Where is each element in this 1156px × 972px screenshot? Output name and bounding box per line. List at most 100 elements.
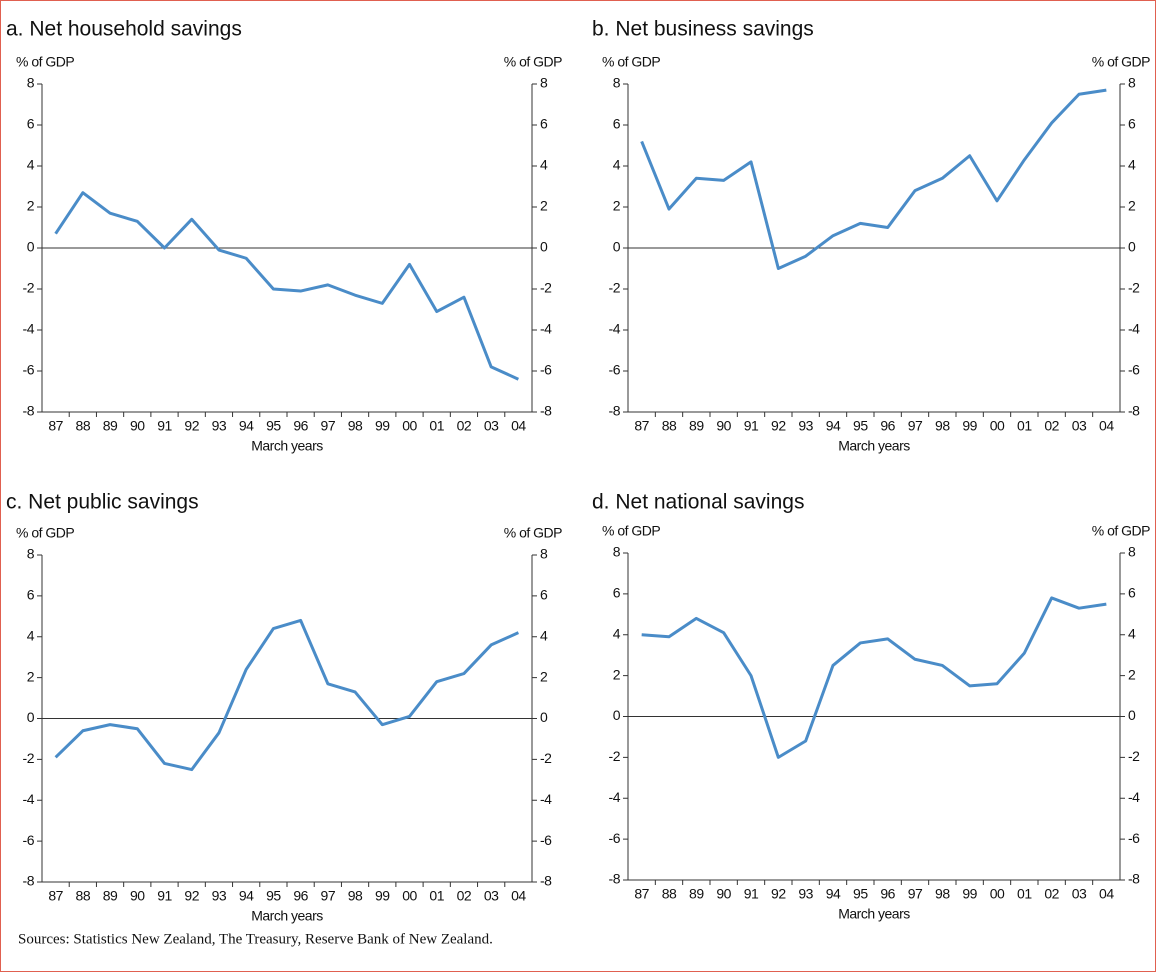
- y-tick-label: 0: [27, 239, 35, 255]
- x-tick-label: 00: [990, 886, 1005, 902]
- y-tick-label: -2: [609, 748, 621, 764]
- x-tick-label: 96: [293, 418, 308, 434]
- x-tick-label: 00: [402, 888, 417, 904]
- x-tick-label: 03: [484, 418, 499, 434]
- y2-tick-label: 8: [540, 546, 548, 562]
- y-tick-label: 8: [613, 544, 621, 560]
- y2-tick-label: -6: [540, 362, 552, 378]
- y2-tick-label: 6: [540, 116, 548, 132]
- x-tick-label: 03: [484, 888, 499, 904]
- x-tick-label: 99: [375, 418, 390, 434]
- y2-tick-label: 4: [1128, 157, 1136, 173]
- y2-axis-label: % of GDP: [1092, 54, 1150, 70]
- chart-title: d. Net national savings: [592, 491, 804, 514]
- x-tick-label: 04: [511, 418, 526, 434]
- y-tick-label: -8: [23, 873, 35, 889]
- x-tick-label: 01: [1017, 886, 1032, 902]
- x-tick-label: 90: [130, 888, 145, 904]
- y-tick-label: -6: [609, 362, 621, 378]
- chart-title: c. Net public savings: [6, 491, 199, 514]
- y2-tick-label: -2: [540, 280, 552, 296]
- y-tick-label: 8: [613, 75, 621, 91]
- x-tick-label: 93: [212, 888, 227, 904]
- x-tick-label: 99: [375, 888, 390, 904]
- y-tick-label: -8: [23, 403, 35, 419]
- x-tick-label: 89: [689, 418, 704, 434]
- y-tick-label: 4: [27, 157, 35, 173]
- x-tick-label: 02: [457, 418, 472, 434]
- x-tick-label: 94: [826, 418, 841, 434]
- x-tick-label: 00: [402, 418, 417, 434]
- x-tick-label: 04: [1099, 418, 1114, 434]
- x-tick-label: 01: [429, 418, 444, 434]
- y-tick-label: -4: [609, 321, 621, 337]
- x-tick-label: 95: [266, 418, 281, 434]
- y-tick-label: 0: [613, 707, 621, 723]
- y-tick-label: 4: [27, 627, 35, 643]
- y2-tick-label: 4: [1128, 625, 1136, 641]
- x-axis-label: March years: [838, 906, 910, 922]
- x-tick-label: 89: [103, 418, 118, 434]
- x-tick-label: 03: [1072, 418, 1087, 434]
- y2-tick-label: 2: [540, 198, 548, 214]
- y2-axis-label: % of GDP: [1092, 523, 1150, 539]
- y2-tick-label: -2: [1128, 748, 1140, 764]
- y2-tick-label: 2: [1128, 666, 1136, 682]
- x-tick-label: 00: [990, 418, 1005, 434]
- y2-tick-label: -2: [1128, 280, 1140, 296]
- x-tick-label: 93: [798, 418, 813, 434]
- y-tick-label: 6: [613, 116, 621, 132]
- x-tick-label: 91: [157, 418, 172, 434]
- y-tick-label: 8: [27, 546, 35, 562]
- x-tick-label: 94: [239, 418, 254, 434]
- x-tick-label: 88: [76, 888, 91, 904]
- y2-tick-label: 4: [540, 627, 548, 643]
- x-tick-label: 99: [962, 886, 977, 902]
- x-tick-label: 96: [293, 888, 308, 904]
- x-tick-label: 94: [239, 888, 254, 904]
- y2-tick-label: -8: [540, 873, 552, 889]
- x-tick-label: 96: [880, 418, 895, 434]
- x-tick-label: 01: [429, 888, 444, 904]
- x-tick-label: 95: [266, 888, 281, 904]
- y2-tick-label: -6: [1128, 362, 1140, 378]
- y-tick-label: -8: [609, 871, 621, 887]
- y2-tick-label: 0: [1128, 707, 1136, 723]
- x-tick-label: 03: [1072, 886, 1087, 902]
- y-axis-label: % of GDP: [602, 523, 660, 539]
- x-tick-label: 93: [798, 886, 813, 902]
- x-tick-label: 88: [76, 418, 91, 434]
- y2-tick-label: 8: [1128, 75, 1136, 91]
- x-tick-label: 91: [157, 888, 172, 904]
- y-tick-label: -2: [23, 750, 35, 766]
- x-tick-label: 94: [826, 886, 841, 902]
- y2-axis-label: % of GDP: [504, 525, 562, 541]
- y-tick-label: -4: [23, 791, 35, 807]
- y2-tick-label: 0: [540, 239, 548, 255]
- x-tick-label: 87: [48, 888, 63, 904]
- y2-tick-label: -6: [540, 832, 552, 848]
- x-tick-label: 98: [935, 418, 950, 434]
- y2-tick-label: 8: [540, 75, 548, 91]
- x-tick-label: 92: [771, 886, 786, 902]
- y2-axis-label: % of GDP: [504, 54, 562, 70]
- x-tick-label: 89: [689, 886, 704, 902]
- y-tick-label: -2: [23, 280, 35, 296]
- x-tick-label: 98: [935, 886, 950, 902]
- x-tick-label: 97: [321, 888, 336, 904]
- y-tick-label: 0: [613, 239, 621, 255]
- x-tick-label: 91: [744, 418, 759, 434]
- y2-tick-label: -4: [540, 791, 552, 807]
- y2-tick-label: 6: [1128, 116, 1136, 132]
- x-tick-label: 97: [321, 418, 336, 434]
- y2-tick-label: 4: [540, 157, 548, 173]
- y2-tick-label: 8: [1128, 544, 1136, 560]
- y-tick-label: 2: [27, 198, 35, 214]
- y-tick-label: 2: [613, 198, 621, 214]
- y-axis-label: % of GDP: [602, 54, 660, 70]
- x-tick-label: 01: [1017, 418, 1032, 434]
- y2-tick-label: -8: [540, 403, 552, 419]
- y2-tick-label: -2: [540, 750, 552, 766]
- x-tick-label: 97: [908, 418, 923, 434]
